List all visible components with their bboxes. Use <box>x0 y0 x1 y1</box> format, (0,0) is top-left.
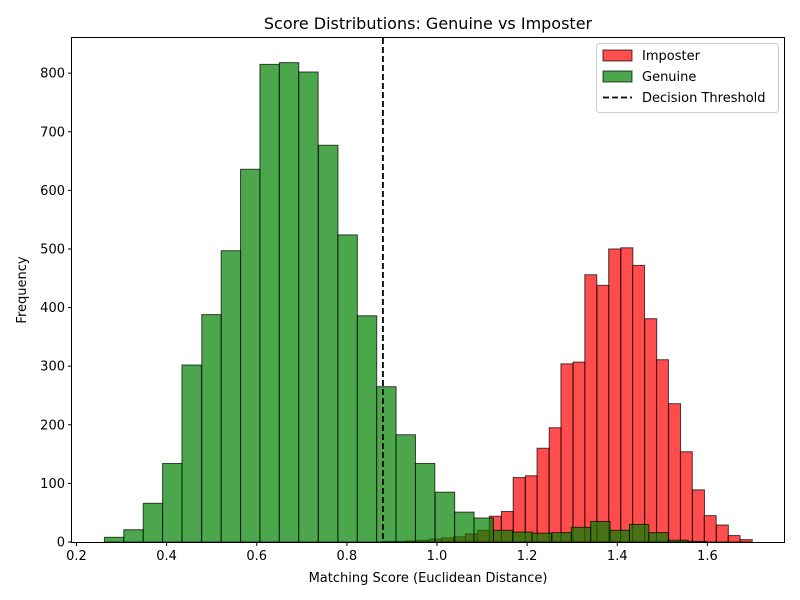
genuine-bar <box>337 234 358 543</box>
genuine-bar <box>687 540 708 543</box>
genuine-bar <box>220 250 242 543</box>
y-tick-label: 700 <box>40 125 65 140</box>
legend-label-imposter: Imposter <box>642 49 701 64</box>
genuine-bar <box>551 532 572 543</box>
x-tick-label: 0.2 <box>66 549 87 564</box>
imposter-bar <box>668 403 682 543</box>
x-tick-label: 1.0 <box>427 549 448 564</box>
genuine-bar <box>648 532 669 543</box>
legend-swatch-imposter <box>602 49 633 62</box>
genuine-bar <box>531 532 553 543</box>
y-tick-label: 400 <box>40 301 65 316</box>
genuine-bars <box>103 62 708 543</box>
y-axis-label: Frequency <box>15 256 30 323</box>
imposter-bar <box>679 451 693 543</box>
y-tick-label: 300 <box>40 360 65 375</box>
imposter-bar <box>548 427 562 543</box>
genuine-bar <box>395 434 416 543</box>
genuine-bar <box>628 523 650 543</box>
imposter-bar <box>620 247 634 543</box>
legend-box <box>596 43 779 113</box>
y-tick-label: 100 <box>40 477 65 492</box>
imposter-bar <box>560 363 574 543</box>
imposter-bar <box>644 318 658 543</box>
x-tick-label: 1.6 <box>697 549 718 564</box>
imposter-bar <box>715 524 729 543</box>
genuine-bar <box>201 314 222 543</box>
genuine-bar <box>376 386 397 543</box>
genuine-bar <box>278 62 300 543</box>
plot-frame <box>71 37 785 543</box>
legend-label-genuine: Genuine <box>642 70 696 85</box>
legend-swatch-genuine <box>602 70 633 83</box>
genuine-bar <box>512 531 533 543</box>
legend-label-threshold: Decision Threshold <box>642 91 766 106</box>
genuine-bar <box>103 536 125 543</box>
genuine-bar <box>473 517 494 543</box>
genuine-bar <box>590 520 611 543</box>
genuine-bar <box>162 462 183 543</box>
imposter-bar <box>596 284 610 543</box>
imposter-bar <box>692 489 705 543</box>
y-tick-label: 500 <box>40 242 65 257</box>
imposter-bar <box>655 359 669 543</box>
x-tick-label: 0.8 <box>337 549 358 564</box>
genuine-bar <box>434 491 456 543</box>
legend: Imposter Genuine Decision Threshold <box>596 43 779 113</box>
chart-title: Score Distributions: Genuine vs Imposter <box>264 14 593 33</box>
imposter-bar <box>608 248 622 543</box>
y-axis-ticks: 0 100 200 300 400 500 600 700 800 <box>40 67 72 551</box>
genuine-bar <box>259 63 280 543</box>
x-axis-label: Matching Score (Euclidean Distance) <box>309 571 548 586</box>
imposter-bar <box>536 447 550 543</box>
genuine-bar <box>414 462 436 543</box>
genuine-bar <box>123 529 144 543</box>
imposter-bar <box>632 264 646 543</box>
genuine-bar <box>570 526 592 543</box>
imposter-bar <box>572 361 586 543</box>
imposter-bar <box>739 539 753 543</box>
imposter-bar <box>584 274 598 543</box>
genuine-bar <box>142 502 164 543</box>
genuine-bar <box>454 511 475 543</box>
genuine-bar <box>240 168 261 543</box>
x-axis-ticks: 0.2 0.4 0.6 0.8 1.0 1.2 1.4 1.6 <box>66 542 718 564</box>
x-tick-label: 1.2 <box>517 549 538 564</box>
genuine-bar <box>609 529 631 543</box>
y-tick-label: 800 <box>40 67 65 82</box>
genuine-bar <box>356 315 378 543</box>
genuine-bar <box>668 539 689 543</box>
x-tick-label: 0.6 <box>246 549 267 564</box>
x-tick-label: 1.4 <box>607 549 628 564</box>
imposter-bar <box>727 535 741 543</box>
y-tick-label: 0 <box>57 536 65 551</box>
imposter-bar <box>703 515 717 543</box>
genuine-bar <box>181 364 202 543</box>
y-tick-label: 600 <box>40 184 65 199</box>
genuine-bar <box>298 71 319 543</box>
genuine-bar <box>492 529 514 543</box>
y-tick-label: 200 <box>40 418 65 433</box>
genuine-bar <box>317 144 339 543</box>
x-tick-label: 0.4 <box>156 549 177 564</box>
